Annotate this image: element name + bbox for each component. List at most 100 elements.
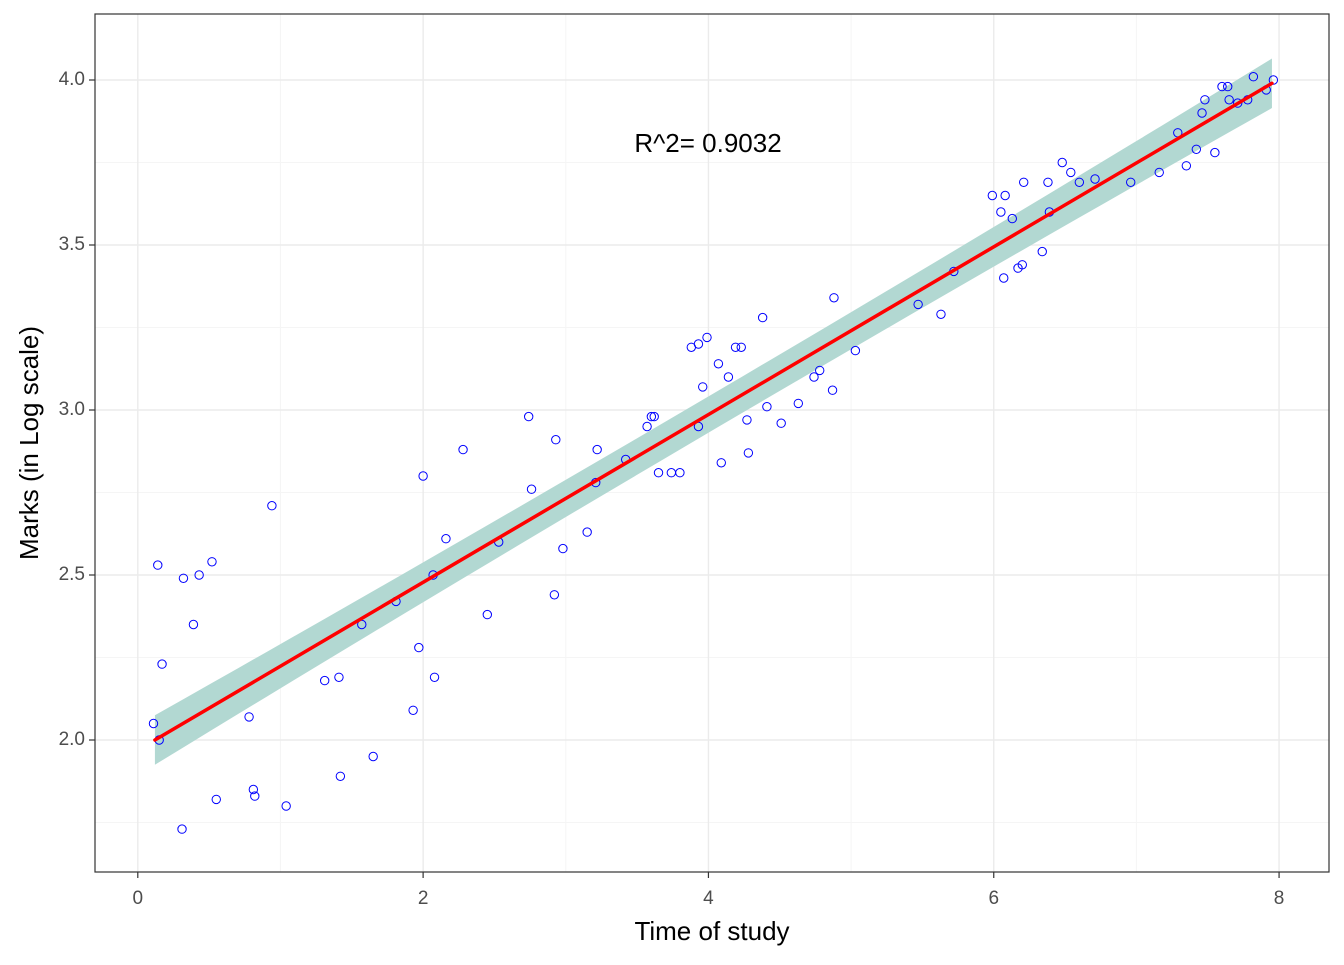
data-point [335, 771, 346, 781]
data-point [762, 402, 772, 412]
data-point [211, 794, 221, 805]
data-point [827, 385, 838, 395]
data-point [418, 471, 428, 481]
data-point [319, 675, 330, 686]
data-point [1154, 167, 1164, 178]
data-point [723, 372, 734, 382]
data-point [526, 484, 537, 494]
data-point [693, 339, 704, 349]
data-point [1090, 174, 1100, 184]
data-point [776, 418, 786, 428]
data-point [207, 557, 217, 567]
regression-line [153, 81, 1274, 742]
data-point [1217, 81, 1227, 92]
data-point [1181, 161, 1192, 171]
data-point [716, 458, 726, 468]
data-point [441, 534, 451, 544]
y-tick-label: 2.0 [59, 729, 85, 750]
data-point [996, 207, 1006, 217]
data-points [148, 72, 1279, 834]
data-point [793, 398, 804, 409]
data-point [244, 712, 254, 722]
data-point [653, 468, 664, 478]
data-point [549, 590, 560, 600]
data-point [1223, 81, 1233, 92]
data-point [850, 345, 861, 356]
data-point [702, 332, 712, 343]
data-point [482, 609, 493, 620]
data-point [1019, 177, 1029, 188]
data-point [281, 801, 291, 811]
data-point [582, 527, 592, 537]
data-point [829, 293, 839, 303]
data-point [551, 435, 561, 445]
data-point [815, 365, 825, 376]
data-point [148, 718, 159, 729]
data-point [757, 312, 768, 323]
data-point [936, 309, 946, 319]
y-axis-ticks: 2.0 2.5 3.0 3.5 4.0 [59, 69, 95, 750]
data-point [675, 468, 685, 478]
data-point [999, 273, 1009, 283]
data-point [1232, 98, 1243, 108]
x-tick-label: 0 [133, 888, 144, 909]
x-tick-label: 2 [418, 888, 429, 909]
data-point [334, 672, 344, 682]
data-point [248, 784, 259, 795]
x-tick-label: 4 [703, 888, 714, 909]
data-point [194, 570, 204, 580]
data-point [1057, 157, 1067, 168]
x-tick-label: 8 [1274, 888, 1285, 909]
x-axis-title: Time of study [634, 916, 789, 946]
data-point [743, 448, 754, 458]
data-point [642, 421, 652, 432]
data-point [1007, 213, 1017, 224]
data-point [408, 705, 418, 715]
data-point [1000, 190, 1010, 201]
r-squared-annotation: R^2= 0.9032 [634, 128, 781, 158]
data-point [713, 359, 724, 369]
data-point [649, 411, 659, 422]
data-point [809, 372, 819, 382]
regression-line-group [153, 81, 1274, 742]
data-point [267, 501, 277, 511]
data-point [1191, 144, 1202, 155]
panel-border [94, 13, 1330, 873]
data-point [414, 642, 424, 653]
y-axis-title: Marks (in Log scale) [14, 326, 44, 560]
y-tick-label: 4.0 [59, 69, 85, 90]
data-point [1126, 177, 1136, 188]
data-point [646, 411, 657, 422]
data-point [1043, 177, 1053, 188]
data-point [523, 411, 534, 422]
data-point [1074, 177, 1085, 188]
data-point [1248, 72, 1259, 82]
data-point [1224, 95, 1234, 105]
x-tick-label: 6 [988, 888, 999, 909]
data-point [742, 415, 752, 425]
data-point [1210, 147, 1220, 158]
data-point [592, 444, 602, 455]
data-point [188, 619, 199, 630]
data-point [458, 444, 468, 455]
data-point [177, 824, 187, 834]
data-point [178, 573, 189, 583]
data-point [987, 190, 998, 201]
y-tick-label: 3.5 [59, 234, 85, 255]
data-point [1017, 260, 1027, 270]
data-point [1197, 108, 1207, 118]
data-point [157, 659, 167, 669]
data-point [153, 560, 163, 570]
data-point [1037, 246, 1047, 257]
x-axis-ticks: 0 2 4 6 8 [133, 872, 1285, 909]
data-point [558, 543, 568, 554]
y-tick-label: 3.0 [59, 399, 85, 420]
data-point [429, 672, 440, 682]
data-point [698, 382, 708, 392]
data-point [666, 468, 677, 478]
data-point [913, 299, 923, 310]
data-point [730, 342, 741, 352]
y-tick-label: 2.5 [59, 564, 85, 585]
